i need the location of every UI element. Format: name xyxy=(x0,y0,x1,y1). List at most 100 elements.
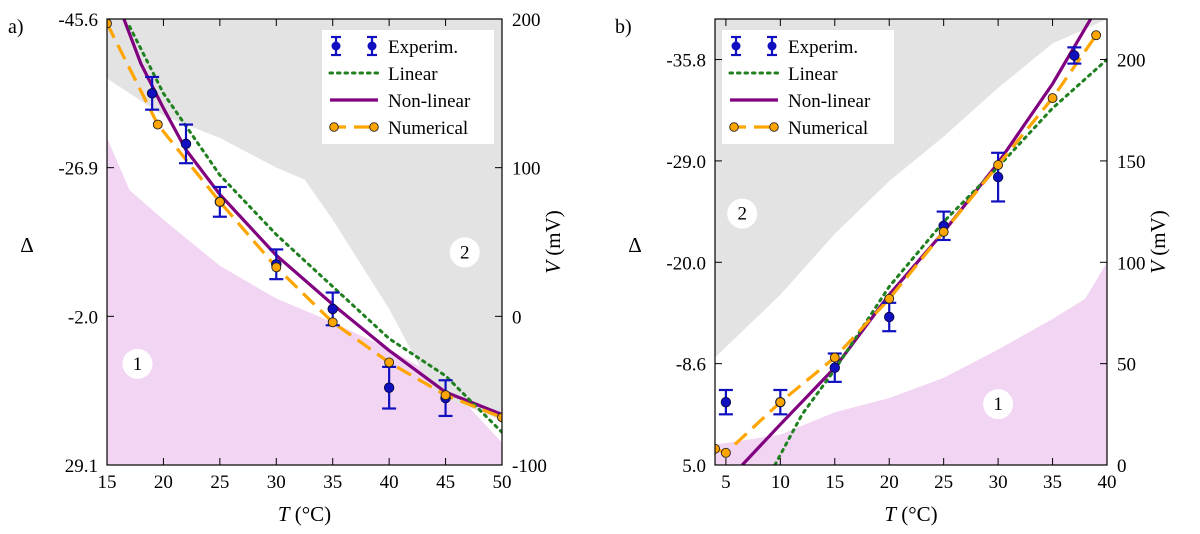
right-tick-label: 200 xyxy=(512,10,541,31)
region-label: 1 xyxy=(993,394,1003,415)
x-tick-label: 30 xyxy=(989,472,1008,493)
region-label: 2 xyxy=(737,204,747,225)
x-tick-label: 45 xyxy=(436,472,455,493)
numerical-point xyxy=(497,412,502,423)
region-label-badge xyxy=(983,389,1014,420)
x-tick-label: 40 xyxy=(1098,472,1117,493)
experimental-point xyxy=(884,311,895,323)
numerical-point xyxy=(152,119,163,130)
numerical-point xyxy=(715,443,720,454)
legend-box xyxy=(322,30,494,144)
legend-label: Non-linear xyxy=(788,91,871,112)
right-tick-label: 200 xyxy=(1117,51,1146,72)
numerical-point xyxy=(938,226,949,237)
left-axis-title: Δ xyxy=(20,233,34,257)
panel-label: b) xyxy=(615,16,632,38)
legend-label: Non-linear xyxy=(388,91,471,112)
linear-fit-line xyxy=(128,24,502,434)
right-tick-label: 0 xyxy=(512,307,522,328)
x-tick-label: 15 xyxy=(98,472,117,493)
x-tick-label: 5 xyxy=(721,472,731,493)
numerical-point xyxy=(271,262,282,273)
left-tick-label: 5.0 xyxy=(682,456,706,477)
legend-experimental-marker xyxy=(731,41,741,51)
x-tick-label: 25 xyxy=(934,472,953,493)
numerical-point xyxy=(327,317,338,328)
experimental-point xyxy=(180,138,192,150)
experimental-point xyxy=(829,362,840,373)
experimental-point xyxy=(992,171,1004,183)
numerical-point xyxy=(107,19,112,29)
numerical-point xyxy=(829,352,840,363)
right-tick-label: 100 xyxy=(1117,253,1146,274)
numerical-point xyxy=(1091,30,1102,41)
experimental-point xyxy=(146,88,158,99)
numerical-point xyxy=(440,390,451,401)
region-label: 2 xyxy=(460,242,470,263)
x-tick-label: 15 xyxy=(825,472,844,493)
panel-b: 215 10 15 20 25 30 35 400501001502005.0-8.6-20.… xyxy=(615,16,1170,526)
left-tick-label: -26.9 xyxy=(58,159,98,180)
right-axis-title: V (mV) xyxy=(541,210,565,274)
left-tick-label: -2.0 xyxy=(68,307,98,328)
x-tick-label: 10 xyxy=(771,472,790,493)
right-tick-label: 0 xyxy=(1117,456,1127,477)
panel-label: a) xyxy=(8,16,24,38)
right-axis-title: V (mV) xyxy=(1146,210,1170,274)
panel-a: 1 2 15 20 25 30 35 40 45 50-100 0 100 200 -45.6 -26.9 -… xyxy=(8,10,565,526)
right-axis-symbol: V xyxy=(541,259,565,274)
legend-experimental-marker xyxy=(331,41,341,51)
x-tick-label: 20 xyxy=(880,472,899,493)
x-axis-title: T (°C) xyxy=(884,502,937,526)
x-axis-unit: (°C) xyxy=(901,502,937,526)
legend-numerical-marker xyxy=(369,122,379,132)
x-tick-label: 40 xyxy=(380,472,399,493)
x-axis-unit: (°C) xyxy=(295,502,331,526)
region-label-badge xyxy=(727,198,758,229)
left-axis-title: Δ xyxy=(628,233,642,257)
legend-label: Experim. xyxy=(788,37,858,58)
numerical-point xyxy=(720,447,731,458)
right-axis-symbol: V xyxy=(1146,259,1170,274)
plot-frame xyxy=(714,18,1108,466)
x-tick-label: 35 xyxy=(1043,472,1062,493)
x-axis-title: T (°C) xyxy=(278,502,331,526)
numerical-point xyxy=(993,160,1004,170)
legend-box xyxy=(722,30,894,144)
experimental-point xyxy=(327,303,338,315)
legend-numerical-marker xyxy=(329,122,339,132)
legend-label: Experim. xyxy=(388,37,458,58)
legend-numerical-marker xyxy=(729,122,739,132)
left-tick-label: 29.1 xyxy=(65,456,98,477)
numerical-point xyxy=(214,196,225,207)
right-tick-label: 150 xyxy=(1117,152,1146,173)
numerical-point xyxy=(384,357,395,368)
left-tick-label: -35.8 xyxy=(666,51,706,72)
legend-label: Numerical xyxy=(388,118,468,139)
left-tick-label: -29.0 xyxy=(666,152,706,173)
legend: Experim. Linear Non-linear Numerical xyxy=(322,30,494,144)
experimental-point xyxy=(383,382,395,393)
legend-label: Linear xyxy=(788,64,838,85)
left-tick-label: -45.6 xyxy=(58,10,98,31)
numerical-point xyxy=(775,397,786,408)
right-tick-label: -100 xyxy=(512,456,547,477)
numerical-point xyxy=(884,293,895,304)
left-tick-label: -20.0 xyxy=(666,253,706,274)
experimental-point xyxy=(720,396,732,408)
region-label: 1 xyxy=(133,354,143,375)
plot-frame xyxy=(106,18,503,466)
legend-experimental-marker xyxy=(367,41,377,51)
region-label-badge xyxy=(122,348,153,379)
linear-fit-line xyxy=(773,58,1107,465)
left-tick-label: -8.6 xyxy=(676,355,706,376)
region-1-area xyxy=(107,137,502,465)
right-axis-unit: (mV) xyxy=(1146,210,1170,256)
region-label-badge xyxy=(449,237,480,268)
numerical-point xyxy=(1047,93,1058,104)
x-axis-symbol: T xyxy=(884,502,897,526)
x-tick-label: 50 xyxy=(493,472,512,493)
x-tick-label: 35 xyxy=(323,472,342,493)
right-tick-label: 50 xyxy=(1117,355,1136,376)
